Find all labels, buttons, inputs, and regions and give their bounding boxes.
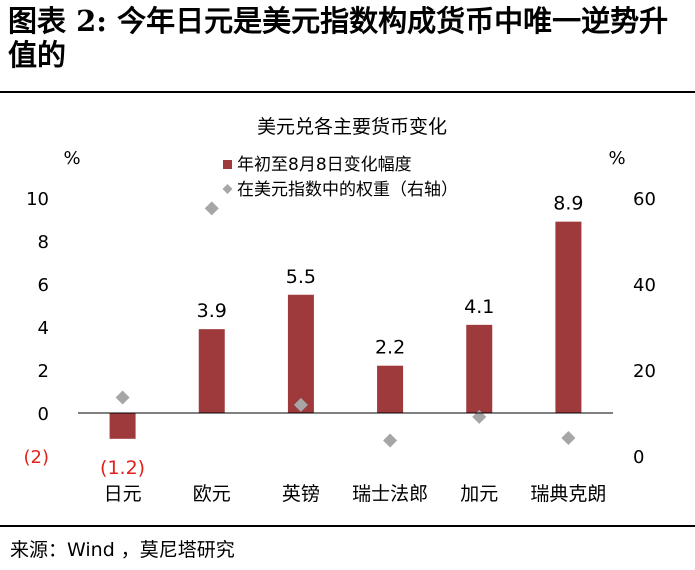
left-tick-label: 4 <box>38 318 49 339</box>
legend-diamond-swatch <box>222 184 233 194</box>
bar <box>555 221 582 413</box>
bar <box>287 294 314 413</box>
bar-value-label: (1.2) <box>100 457 145 479</box>
legend-diamond-label: 在美元指数中的权重（右轴） <box>237 180 458 200</box>
bar-value-label: 5.5 <box>286 266 316 288</box>
weight-marker <box>293 397 308 412</box>
chart-title: 美元兑各主要货币变化 <box>257 116 447 138</box>
category-label: 瑞士法郎 <box>352 483 428 505</box>
weight-marker <box>204 201 219 216</box>
left-tick-label: (2) <box>24 447 50 468</box>
left-axis-unit: % <box>63 148 80 169</box>
category-label: 加元 <box>460 483 498 505</box>
bar <box>198 329 225 413</box>
source-note: 来源：Wind ，莫尼塔研究 <box>10 539 235 561</box>
legend-bar-swatch <box>223 160 232 169</box>
bar-value-label: 2.2 <box>375 337 405 359</box>
bottom-divider <box>0 525 695 527</box>
left-tick-label: 10 <box>26 189 49 210</box>
left-tick-label: 8 <box>38 232 49 253</box>
weight-marker <box>561 430 576 445</box>
left-tick-label: 6 <box>38 275 49 296</box>
figure-title: 图表 2: 今年日元是美元指数构成货币中唯一逆势升值的 <box>8 4 669 72</box>
plot-area: (2) 0 2 4 6 8 10 0 20 40 60 (1.2) 日元 3.9 欧元 5.5 英镑 2.2 瑞士法… <box>24 189 656 505</box>
right-tick-label: 0 <box>633 447 644 468</box>
weight-marker <box>383 433 398 448</box>
bar <box>466 324 493 413</box>
right-tick-label: 20 <box>633 361 656 382</box>
top-divider <box>0 91 695 93</box>
weight-marker <box>115 390 130 405</box>
left-tick-label: 0 <box>38 404 49 425</box>
category-label: 日元 <box>104 483 142 505</box>
bar <box>377 365 404 413</box>
bar-value-label: 3.9 <box>197 300 227 322</box>
bar-value-label: 8.9 <box>553 193 583 215</box>
right-tick-label: 60 <box>633 189 656 210</box>
category-label: 瑞典克朗 <box>530 483 606 505</box>
category-label: 英镑 <box>282 483 320 505</box>
bar-value-label: 4.1 <box>464 296 494 318</box>
bar <box>109 413 136 439</box>
right-tick-label: 40 <box>633 275 656 296</box>
legend-bar-label: 年初至8月8日变化幅度 <box>237 155 412 175</box>
chart: 美元兑各主要货币变化 % % 年初至8月8日变化幅度 在美元指数中的权重（右轴）… <box>24 116 656 505</box>
right-axis-unit: % <box>608 148 625 169</box>
left-tick-label: 2 <box>38 361 49 382</box>
category-label: 欧元 <box>193 483 231 505</box>
